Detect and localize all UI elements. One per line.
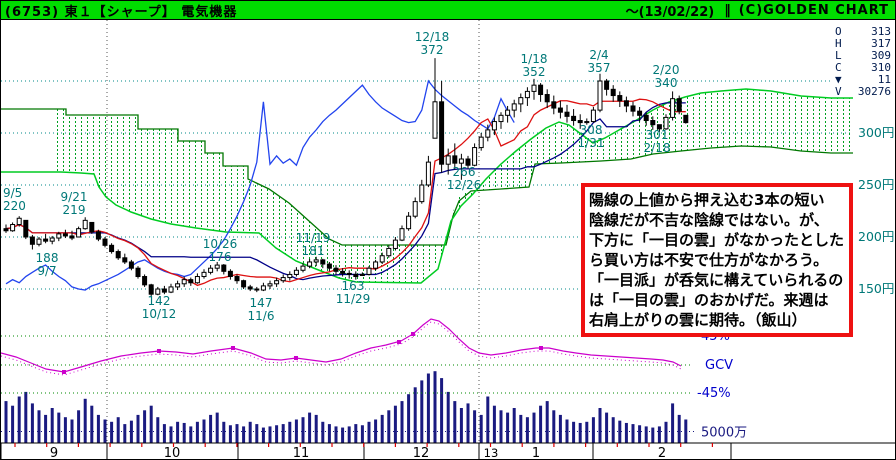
annotation-label: 10/12 bbox=[142, 307, 177, 321]
annotation-label: 11/19 bbox=[296, 231, 331, 245]
comment-line: ら買い方は不安で仕方がなかろう。 bbox=[589, 251, 829, 269]
title-separator: ‖ bbox=[724, 2, 731, 18]
annotation-label: 1/18 bbox=[521, 52, 548, 66]
annotation-label: 11/29 bbox=[336, 292, 371, 306]
month-axis: 9 10 11 12 13 1 2 bbox=[1, 442, 895, 460]
comment-line: 「一目派」が呑気に構えていられるの bbox=[589, 271, 844, 289]
month-label: 2 bbox=[658, 446, 666, 460]
candlesticks bbox=[3, 58, 689, 298]
annotation-label: 2/18 bbox=[644, 141, 671, 155]
volume-ref-label: 5000万 bbox=[701, 426, 747, 441]
annotation-label: 357 bbox=[588, 61, 611, 75]
annotation-label: 308 bbox=[580, 123, 603, 137]
tenkan-line bbox=[5, 98, 686, 287]
date-range: ～(13/02/22) bbox=[625, 4, 715, 20]
quote-low-row: L 309 bbox=[835, 49, 891, 62]
quote-open-row: O 313 bbox=[835, 25, 891, 38]
annotation-label: 147 bbox=[250, 296, 273, 310]
comment-line: 右肩上がりの雲に期待。（飯山） bbox=[589, 311, 807, 329]
annotation-label: 220 bbox=[3, 199, 26, 213]
quote-close-row: C 310 bbox=[835, 61, 891, 74]
annotation-label: 163 bbox=[342, 279, 365, 293]
copyright: (C)GOLDEN CHART bbox=[738, 2, 889, 18]
annotation-label: 301 bbox=[646, 128, 669, 142]
stock-title: (6753) 東１【シャープ】 電気機器 bbox=[5, 4, 238, 20]
annotation-label: 352 bbox=[523, 65, 546, 79]
annotation-label: 12/18 bbox=[415, 30, 450, 44]
gcv-panel: 45%GCV-45% bbox=[1, 318, 733, 401]
annotation-label: 9/7 bbox=[37, 264, 56, 278]
down-triangle-icon: ▼ bbox=[835, 73, 842, 86]
volume-bars: 5000万 bbox=[1, 371, 747, 443]
annotation-label: 372 bbox=[421, 43, 444, 57]
ohlc-panel: O 313 H 317 L 309 C 310 ▼ 11 V 30276 bbox=[835, 26, 891, 98]
comment-line: 下方に「一目の雲」がなかったとした bbox=[589, 231, 845, 249]
comment-line: は「一目の雲」のおかげだ。来週は bbox=[589, 291, 829, 309]
month-label: 11 bbox=[293, 446, 310, 460]
gcv-label: -45% bbox=[697, 386, 731, 401]
price-label: 150円 bbox=[858, 281, 894, 296]
annotation-label: 1/31 bbox=[578, 136, 605, 150]
price-axis-labels: 300円 250円 200円 150円 bbox=[858, 125, 894, 296]
price-label: 300円 bbox=[858, 125, 894, 140]
analyst-comment-box: 陽線の上値から押え込む3本の短い 陰線だが不吉な陰線ではない。が、 下方に「一目… bbox=[581, 183, 853, 337]
month-label: 10 bbox=[164, 446, 181, 460]
chikou-line bbox=[5, 79, 515, 291]
annotation-label: 9/5 bbox=[3, 186, 22, 200]
annotation-label: 219 bbox=[63, 203, 86, 217]
annotation-label: 12/26 bbox=[447, 178, 482, 192]
annotation-label: 188 bbox=[36, 251, 59, 265]
price-label: 250円 bbox=[858, 177, 894, 192]
annotation-label: 266 bbox=[453, 165, 476, 179]
comment-line: 陽線の上値から押え込む3本の短い bbox=[589, 191, 825, 209]
quote-volume-row: V 30276 bbox=[835, 85, 891, 98]
quote-change-row: ▼ 11 bbox=[835, 73, 891, 86]
title-bar: (6753) 東１【シャープ】 電気機器 ～(13/02/22) ‖ (C)GO… bbox=[1, 1, 895, 20]
annotation-label: 176 bbox=[209, 250, 232, 264]
price-label: 200円 bbox=[858, 229, 894, 244]
gcv-label: GCV bbox=[705, 358, 733, 373]
comment-line: 陰線だが不吉な陰線ではない。が、 bbox=[589, 211, 829, 229]
month-label: 1 bbox=[532, 446, 540, 460]
annotation-label: 2/4 bbox=[589, 48, 608, 62]
month-label: 13 bbox=[484, 446, 499, 460]
month-label: 9 bbox=[50, 446, 58, 460]
annotation-label: 11/6 bbox=[248, 309, 275, 323]
annotation-label: 2/20 bbox=[653, 63, 680, 77]
annotation-label: 340 bbox=[655, 76, 678, 90]
annotation-label: 181 bbox=[302, 244, 325, 258]
quote-high-row: H 317 bbox=[835, 37, 891, 50]
annotation-label: 142 bbox=[148, 294, 171, 308]
annotation-label: 10/26 bbox=[203, 237, 238, 251]
month-label: 12 bbox=[413, 446, 430, 460]
annotation-label: 9/21 bbox=[61, 190, 88, 204]
